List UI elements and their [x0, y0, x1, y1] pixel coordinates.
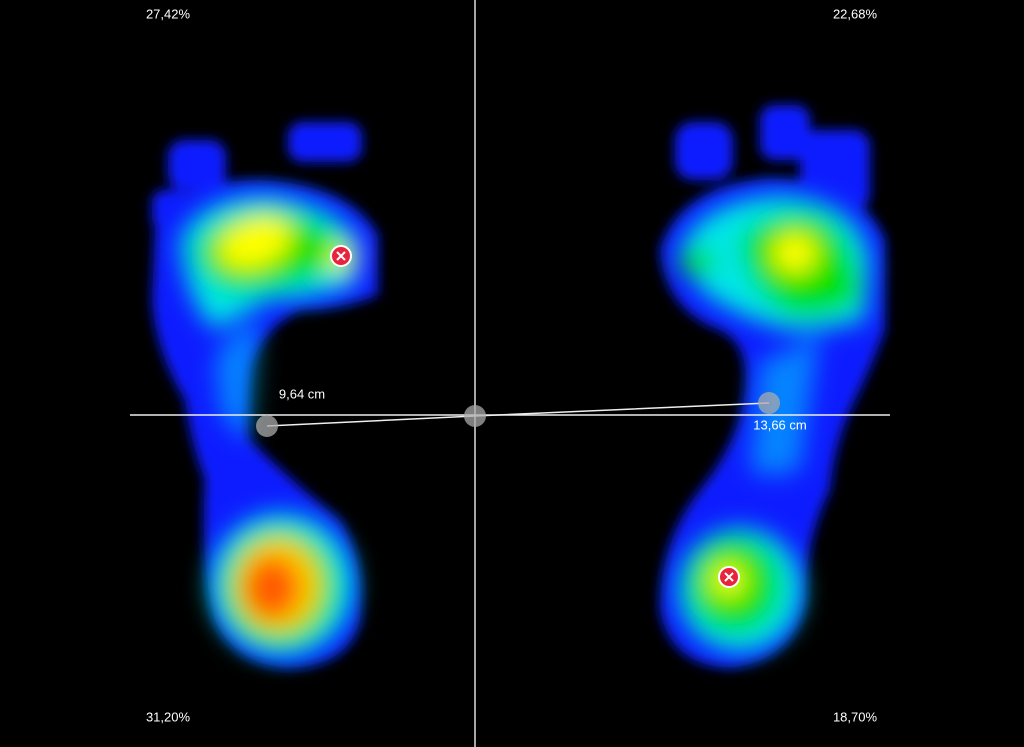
distance-label: 13,66 cm: [753, 417, 806, 432]
distance-label: 9,64 cm: [279, 386, 325, 401]
quadrant-percent: 22,68%: [833, 6, 878, 21]
handle[interactable]: [758, 392, 780, 414]
quadrant-percent: 27,42%: [146, 6, 191, 21]
right-foot: [660, 105, 885, 668]
peak-marker: [718, 566, 740, 588]
quadrant-percent: 31,20%: [146, 709, 191, 724]
peak-marker: [330, 245, 352, 267]
handle[interactable]: [464, 405, 486, 427]
handle[interactable]: [256, 415, 278, 437]
quadrant-percent: 18,70%: [833, 709, 878, 724]
